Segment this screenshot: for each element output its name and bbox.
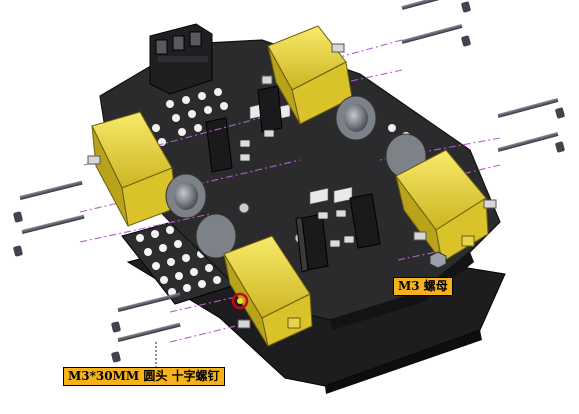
terminal-block-icon — [149, 23, 213, 95]
highlight-ring — [231, 292, 249, 310]
screw-icon — [497, 98, 565, 119]
screw-icon — [401, 24, 471, 47]
motor-icon — [385, 133, 497, 263]
motor-mount-brackets — [205, 85, 381, 273]
screw-icon — [111, 292, 181, 333]
motor-icon — [195, 213, 313, 347]
screw-icon — [401, 0, 471, 13]
motor-icon — [87, 111, 207, 227]
screw-callout-label: M3*30MM 圆头 十字螺钉 — [63, 367, 225, 386]
nut-callout-label: M3 螺母 — [393, 277, 453, 296]
screw-icon — [13, 214, 85, 257]
nut-icon — [429, 251, 447, 269]
screw-icon — [111, 322, 181, 363]
screw-icon — [497, 132, 565, 153]
motor-icon — [261, 25, 377, 141]
standoffs — [239, 129, 355, 248]
screw-icon — [13, 180, 83, 223]
